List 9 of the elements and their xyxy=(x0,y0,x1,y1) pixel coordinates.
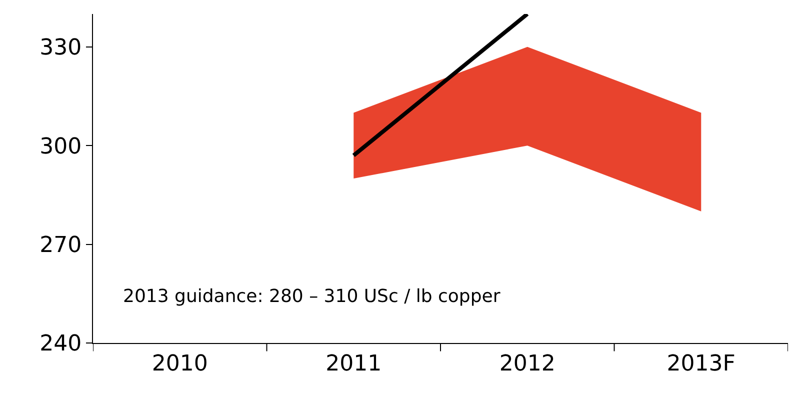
x-tick-label: 2013F xyxy=(666,351,736,376)
y-tick-label: 300 xyxy=(40,134,82,160)
x-tick-label: 2012 xyxy=(499,351,556,376)
y-tick-label: 240 xyxy=(40,332,82,357)
x-tick-label: 2010 xyxy=(152,351,208,376)
x-tick-label: 2011 xyxy=(326,351,382,376)
y-tick-label: 330 xyxy=(40,36,82,61)
y-tick-label: 270 xyxy=(40,233,82,258)
annotation: 2013 guidance: 280 – 310 USc / lb copper xyxy=(123,286,501,307)
